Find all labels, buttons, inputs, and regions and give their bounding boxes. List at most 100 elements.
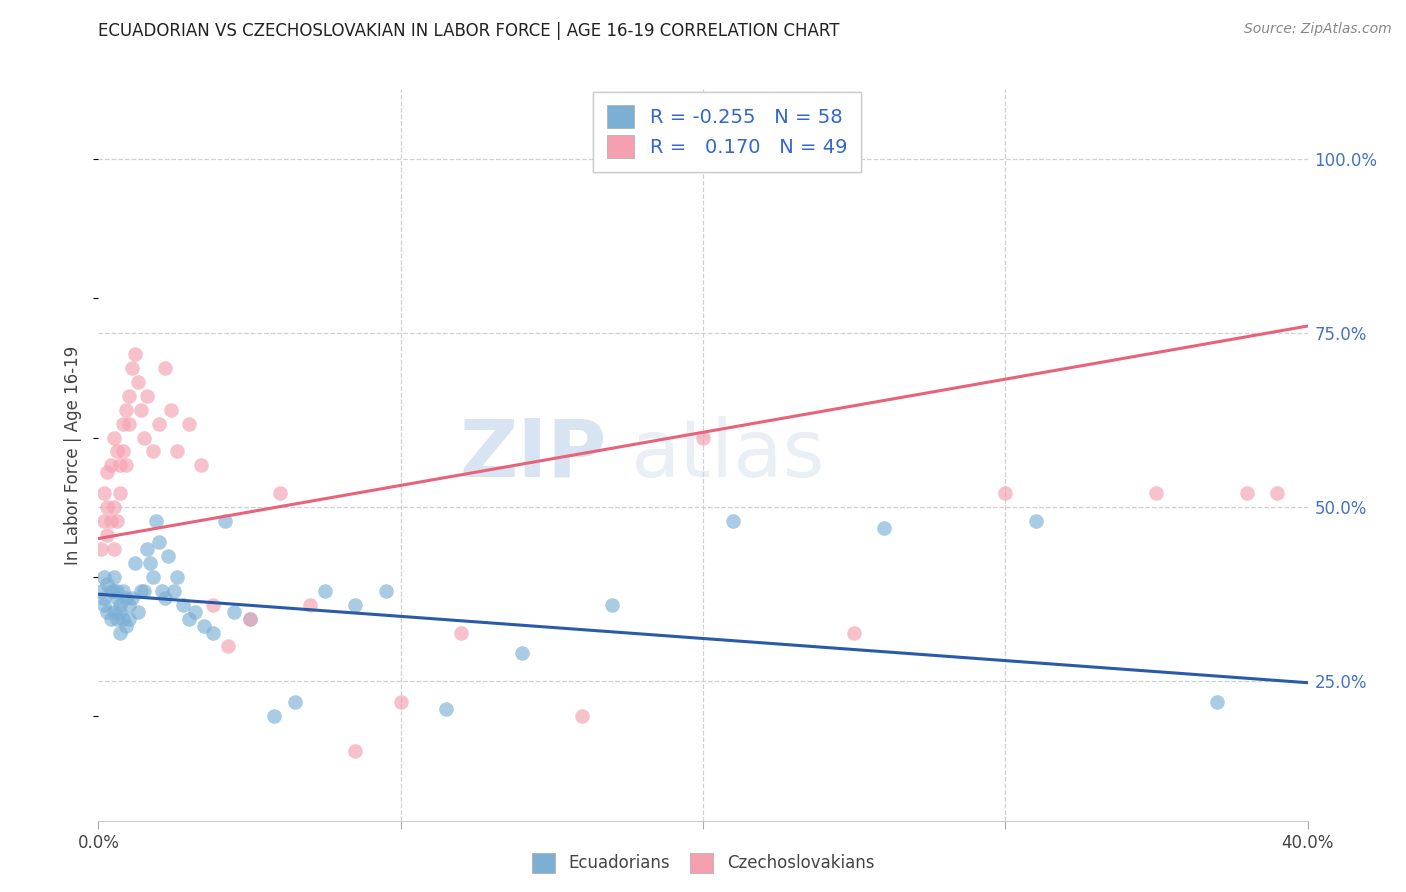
Point — [284, 695, 307, 709]
Point — [190, 458, 212, 473]
Point — [239, 612, 262, 626]
Point — [184, 605, 207, 619]
Point — [156, 549, 179, 563]
Point — [96, 528, 118, 542]
Point — [135, 541, 157, 556]
Point — [1236, 486, 1258, 500]
Point — [108, 458, 131, 473]
Point — [179, 612, 201, 626]
Point — [103, 500, 125, 515]
Point — [179, 417, 201, 431]
Point — [108, 625, 131, 640]
Point — [105, 591, 128, 605]
Point — [163, 583, 186, 598]
Point — [692, 430, 714, 444]
Point — [239, 612, 262, 626]
Point — [121, 360, 143, 375]
Point — [510, 647, 533, 661]
Point — [150, 583, 173, 598]
Point — [90, 541, 112, 556]
Point — [202, 625, 225, 640]
Point — [374, 583, 396, 598]
Point — [132, 430, 155, 444]
Point — [111, 612, 134, 626]
Point — [148, 417, 170, 431]
Point — [118, 389, 141, 403]
Point — [148, 535, 170, 549]
Point — [96, 576, 118, 591]
Point — [93, 570, 115, 584]
Point — [994, 486, 1017, 500]
Text: Source: ZipAtlas.com: Source: ZipAtlas.com — [1244, 22, 1392, 37]
Point — [93, 486, 115, 500]
Point — [93, 514, 115, 528]
Point — [111, 417, 134, 431]
Point — [90, 583, 112, 598]
Point — [124, 556, 146, 570]
Point — [153, 591, 176, 605]
Point — [100, 514, 122, 528]
Point — [145, 514, 167, 528]
Point — [1144, 486, 1167, 500]
Point — [93, 591, 115, 605]
Point — [103, 541, 125, 556]
Point — [118, 417, 141, 431]
Legend: Ecuadorians, Czechoslovakians: Ecuadorians, Czechoslovakians — [524, 847, 882, 880]
Point — [100, 458, 122, 473]
Point — [1206, 695, 1229, 709]
Point — [124, 347, 146, 361]
Point — [217, 640, 239, 654]
Point — [127, 605, 149, 619]
Point — [202, 598, 225, 612]
Point — [344, 744, 367, 758]
Legend: R = -0.255   N = 58, R =   0.170   N = 49: R = -0.255 N = 58, R = 0.170 N = 49 — [593, 92, 860, 171]
Point — [105, 514, 128, 528]
Point — [105, 583, 128, 598]
Point — [344, 598, 367, 612]
Point — [103, 583, 125, 598]
Point — [111, 583, 134, 598]
Point — [314, 583, 336, 598]
Point — [135, 389, 157, 403]
Point — [450, 625, 472, 640]
Point — [139, 556, 162, 570]
Point — [96, 466, 118, 480]
Point — [263, 709, 285, 723]
Point — [193, 618, 215, 632]
Point — [224, 605, 246, 619]
Point — [602, 598, 624, 612]
Point — [160, 402, 183, 417]
Point — [103, 570, 125, 584]
Y-axis label: In Labor Force | Age 16-19: In Labor Force | Age 16-19 — [65, 345, 83, 565]
Point — [114, 402, 136, 417]
Point — [129, 583, 152, 598]
Point — [166, 570, 188, 584]
Point — [105, 612, 128, 626]
Point — [214, 514, 236, 528]
Point — [142, 444, 165, 458]
Point — [108, 605, 131, 619]
Text: atlas: atlas — [630, 416, 825, 494]
Point — [142, 570, 165, 584]
Point — [103, 605, 125, 619]
Point — [571, 709, 593, 723]
Text: ECUADORIAN VS CZECHOSLOVAKIAN IN LABOR FORCE | AGE 16-19 CORRELATION CHART: ECUADORIAN VS CZECHOSLOVAKIAN IN LABOR F… — [98, 22, 839, 40]
Point — [96, 605, 118, 619]
Text: ZIP: ZIP — [458, 416, 606, 494]
Point — [96, 500, 118, 515]
Point — [103, 430, 125, 444]
Point — [100, 583, 122, 598]
Point — [93, 598, 115, 612]
Point — [1267, 486, 1289, 500]
Point — [108, 598, 131, 612]
Point — [389, 695, 412, 709]
Point — [118, 598, 141, 612]
Point — [100, 612, 122, 626]
Point — [1024, 514, 1046, 528]
Point — [114, 458, 136, 473]
Point — [114, 618, 136, 632]
Point — [299, 598, 322, 612]
Point — [111, 444, 134, 458]
Point — [132, 583, 155, 598]
Point — [269, 486, 291, 500]
